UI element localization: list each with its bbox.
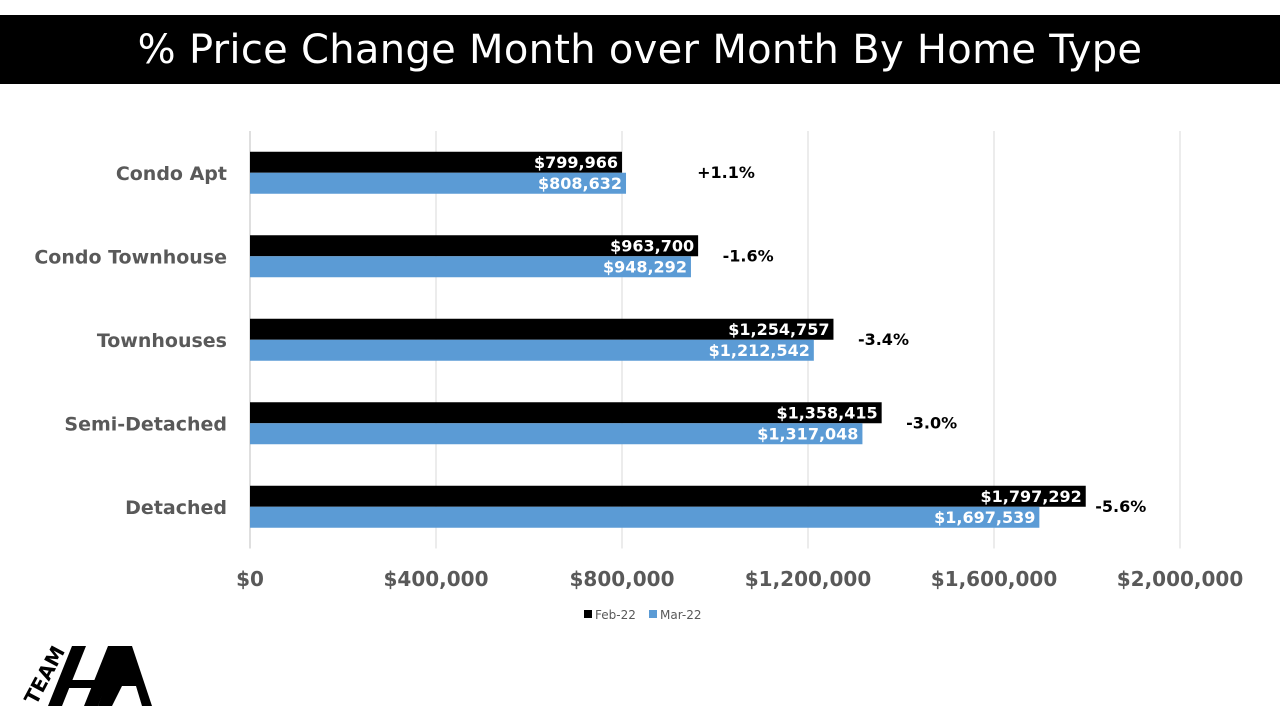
x-tick-label: $0 (236, 567, 264, 591)
pct-change-label: -3.4% (858, 330, 909, 349)
bar-mar (250, 256, 691, 278)
category-label: Detached (125, 497, 227, 519)
bar-feb (250, 235, 699, 257)
bar-value-label: $799,966 (534, 153, 618, 172)
legend-swatch (649, 610, 657, 618)
logo-a-shape (98, 646, 152, 706)
bar-mar (250, 172, 627, 194)
logo-h-crossbar (59, 680, 108, 688)
bar-value-label: $1,358,415 (776, 403, 877, 422)
bar-feb (250, 151, 622, 173)
pct-change-label: +1.1% (697, 163, 755, 182)
legend: Feb-22 Mar-22 (584, 608, 701, 622)
bar-value-label: $1,212,542 (709, 341, 810, 360)
bar-mar (250, 339, 814, 361)
bar-value-label: $1,797,292 (981, 487, 1082, 506)
x-tick-label: $1,600,000 (931, 567, 1058, 591)
legend-label: Feb-22 (595, 608, 636, 622)
team-logo: TEAM (19, 642, 152, 708)
legend-swatch (584, 610, 592, 618)
legend-label: Mar-22 (660, 608, 701, 622)
pct-change-label: -5.6% (1095, 497, 1146, 516)
bar-value-label: $1,254,757 (728, 320, 829, 339)
bar-value-label: $963,700 (610, 236, 694, 255)
category-label: Semi-Detached (64, 413, 227, 435)
bar-feb (250, 485, 1086, 507)
bar-value-label: $808,632 (538, 174, 622, 193)
chart-title: % Price Change Month over Month By Home … (0, 15, 1280, 84)
x-tick-label: $1,200,000 (745, 567, 872, 591)
x-tick-label: $800,000 (569, 567, 674, 591)
bar-feb (250, 318, 834, 340)
category-label: Townhouses (97, 330, 227, 352)
bars (250, 151, 1086, 528)
category-label: Condo Townhouse (34, 246, 227, 268)
bar-value-label: $948,292 (603, 257, 687, 276)
logo-h-left-stroke (48, 646, 86, 706)
bar-value-label: $1,697,539 (934, 508, 1035, 527)
bar-feb (250, 402, 882, 424)
labels: $0 $400,000 $800,000 $1,200,000 $1,600,000 $2… (34, 153, 1243, 591)
logo-h-right-stroke (84, 646, 122, 706)
bar-mar (250, 506, 1040, 528)
x-tick-label: $2,000,000 (1117, 567, 1244, 591)
x-tick-label: $400,000 (383, 567, 488, 591)
bar-mar (250, 423, 863, 445)
bar-value-label: $1,317,048 (757, 424, 858, 443)
pct-change-label: -3.0% (906, 413, 957, 432)
pct-change-label: -1.6% (723, 246, 774, 265)
category-label: Condo Apt (116, 163, 227, 185)
